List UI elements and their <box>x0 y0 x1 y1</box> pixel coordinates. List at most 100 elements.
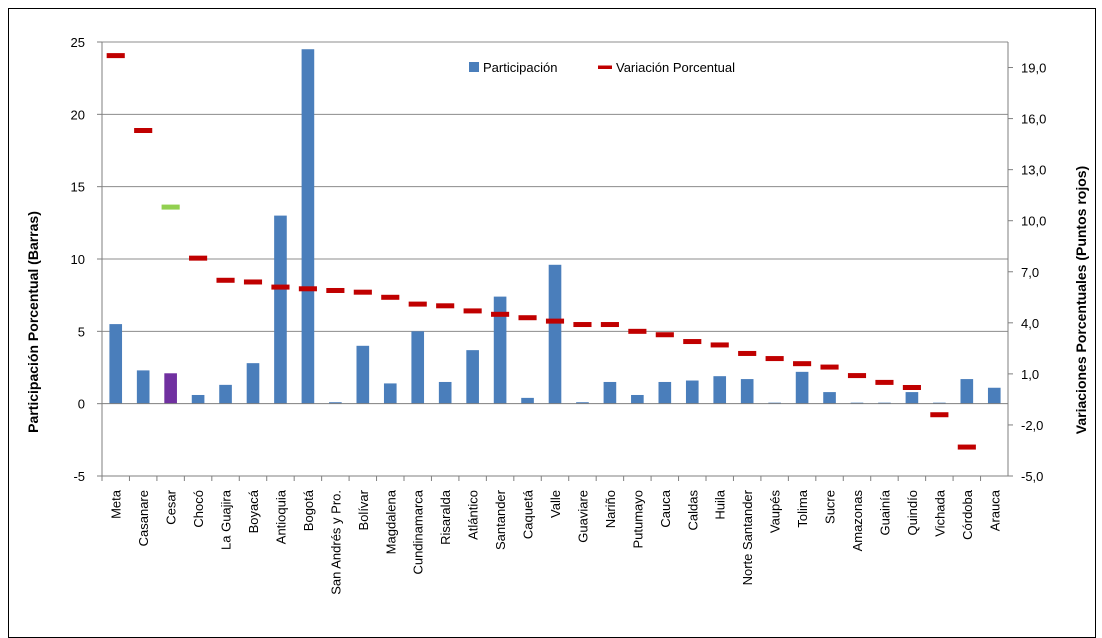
y2-tick-label: 1,0 <box>1021 367 1039 382</box>
variation-dash <box>161 204 180 210</box>
y-tick-label: 15 <box>71 180 85 195</box>
variation-dash <box>683 339 702 345</box>
variation-dash <box>326 287 345 293</box>
variation-dash <box>902 384 921 390</box>
x-tick-label: Vaupés <box>768 490 783 534</box>
x-tick-labels: Meta Casanare Cesar Chocó La Guajira Boyacá An… <box>109 489 1003 595</box>
x-tick-label: San Andrés y Pro. <box>328 490 343 595</box>
x-tick-label: Risaralda <box>438 489 453 545</box>
variation-dash <box>600 322 619 328</box>
x-tick-label: Chocó <box>191 490 206 528</box>
variation-dash <box>820 364 839 370</box>
x-tick-label: Valle <box>548 490 563 518</box>
y2-tick-label: 4,0 <box>1021 316 1039 331</box>
x-tick-label: Bogotá <box>301 489 316 531</box>
bar <box>219 384 232 404</box>
x-tick-label: Meta <box>109 489 124 519</box>
x-tick-label: Caquetá <box>521 489 536 539</box>
axes <box>97 41 1013 481</box>
bar <box>576 402 589 404</box>
variation-dash <box>134 128 153 134</box>
bar <box>823 392 836 404</box>
variation-dash <box>353 289 372 295</box>
y2-tick-label: 13,0 <box>1021 163 1046 178</box>
x-tick-label: Amazonas <box>850 490 865 552</box>
x-tick-label: Santander <box>493 489 508 550</box>
gridlines <box>102 41 1008 477</box>
y-tick-label: 0 <box>78 397 85 412</box>
variation-dash <box>381 294 400 300</box>
bar <box>795 371 809 404</box>
variation-dash <box>518 315 537 321</box>
bar <box>438 381 452 404</box>
y-tick-label: 5 <box>78 324 85 339</box>
y2-axis-title: Variaciones Porcentuales (Puntos rojos) <box>1073 166 1089 434</box>
bar <box>164 373 177 404</box>
bar <box>356 345 370 404</box>
bar <box>411 331 425 404</box>
x-tick-label: Quindío <box>905 490 920 536</box>
y2-tick-label: 10,0 <box>1021 214 1046 229</box>
variation-dash <box>930 412 949 418</box>
variation-dash <box>106 53 125 59</box>
x-tick-label: Cauca <box>658 489 673 527</box>
x-tick-label: Caldas <box>685 490 700 531</box>
bar <box>136 370 150 404</box>
x-tick-label: Atlántico <box>466 490 481 540</box>
x-tick-label: Córdoba <box>960 489 975 540</box>
bars-participacion <box>109 49 1001 404</box>
bar <box>301 49 315 404</box>
variation-dash <box>847 373 867 379</box>
legend-swatch-participacion <box>469 62 479 72</box>
variation-dash <box>408 301 427 307</box>
x-tick-label: Vichada <box>932 489 947 537</box>
variation-dash <box>189 255 208 261</box>
y2-tick-label: 7,0 <box>1021 265 1039 280</box>
y2-tick-label: -5,0 <box>1021 469 1043 484</box>
variation-dash <box>957 444 976 450</box>
legend-label-participacion: Participación <box>483 60 557 75</box>
y2-tick-label: 16,0 <box>1021 112 1046 127</box>
x-tick-label: Bolívar <box>356 489 371 530</box>
bar <box>548 264 562 404</box>
variation-dash <box>243 279 263 285</box>
y-axis-title: Participación Porcentual (Barras) <box>25 211 41 433</box>
y-tick-label: 10 <box>71 252 85 267</box>
y-tick-label: -5 <box>73 469 85 484</box>
bar <box>109 324 123 404</box>
variation-dash <box>491 311 510 317</box>
dashes-variacion <box>106 53 976 450</box>
bar <box>521 397 534 404</box>
bar <box>466 350 479 404</box>
bar <box>274 215 287 404</box>
bar <box>246 363 260 404</box>
bar <box>685 380 699 404</box>
bar <box>383 383 397 404</box>
variation-dash <box>793 361 812 367</box>
x-tick-label: La Guajira <box>219 489 234 550</box>
bar <box>960 379 974 404</box>
variation-dash <box>628 328 647 334</box>
variation-dash <box>655 332 674 338</box>
variation-dash <box>463 308 482 314</box>
bar <box>905 392 919 404</box>
x-tick-label: Sucre <box>823 490 838 524</box>
x-tick-label: Antioquia <box>273 489 288 544</box>
y2-tick-labels: -5,0 -2,0 1,0 4,0 7,0 10,0 13,0 16,0 19,0 <box>1021 61 1046 484</box>
y-tick-labels: -5 0 5 10 15 20 25 <box>71 35 85 484</box>
bar <box>987 387 1001 404</box>
bar <box>740 379 754 404</box>
y-tick-label: 25 <box>71 35 85 50</box>
x-tick-label: Nariño <box>603 490 618 528</box>
bar <box>493 296 507 404</box>
bar <box>713 376 727 404</box>
variation-dash <box>545 318 565 324</box>
y2-tick-label: 19,0 <box>1021 61 1046 76</box>
variation-dash <box>298 286 317 292</box>
x-tick-label: Cundinamarca <box>411 489 426 574</box>
variation-dash <box>216 277 235 283</box>
variation-dash <box>573 322 592 328</box>
x-tick-label: Guainía <box>877 489 892 535</box>
x-tick-label: Huila <box>713 489 728 519</box>
x-tick-label: Norte Santander <box>740 489 755 585</box>
